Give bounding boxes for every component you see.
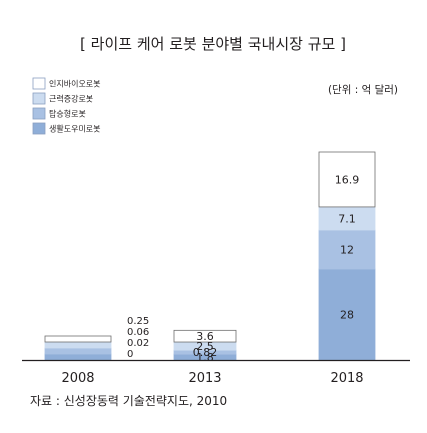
source-note: 자료 : 신성장동력 기술전략지도, 2010 [30,394,227,408]
legend-swatch [32,77,46,90]
chart-title: [ 라이프 케어 로봇 분야별 국내시장 규모 ] [80,35,346,53]
data-label: 2.5 [196,340,214,353]
legend-label: 근력증강로봇 [49,94,93,104]
data-label: 28 [340,309,354,322]
data-label: 12 [340,244,354,257]
bar-segment [173,329,237,343]
x-axis: 2008 2013 2018 [22,359,410,386]
data-label: 3.6 [196,330,214,343]
data-label: 0 [127,349,133,360]
data-label: 7.1 [338,212,356,225]
legend-swatch [32,107,46,120]
bar-segment [318,151,376,208]
bar-segment [318,229,376,270]
data-label: 0.25 [127,316,149,327]
legend-swatch [32,122,46,135]
bar-segment [318,268,376,361]
legend-label: 탑승형로봇 [49,110,86,119]
bar-segment [44,353,112,361]
data-label: 0.06 [127,327,149,338]
bar-segment [44,335,112,343]
x-tick-label: 2018 [330,371,363,386]
data-label: 0.82 [193,346,218,359]
x-tick-label: 2013 [188,371,221,386]
data-label: 16.9 [335,173,360,186]
unit-label: (단위 : 억 달러) [328,83,398,96]
legend-swatch [32,92,46,105]
legend-label: 생활도우미로봇 [49,124,101,134]
bar-segment [44,341,112,349]
x-tick-label: 2008 [61,371,94,386]
bar-segment [44,347,112,355]
data-label: 0.02 [127,338,149,349]
legend-label: 인지바이오로봇 [49,79,101,89]
